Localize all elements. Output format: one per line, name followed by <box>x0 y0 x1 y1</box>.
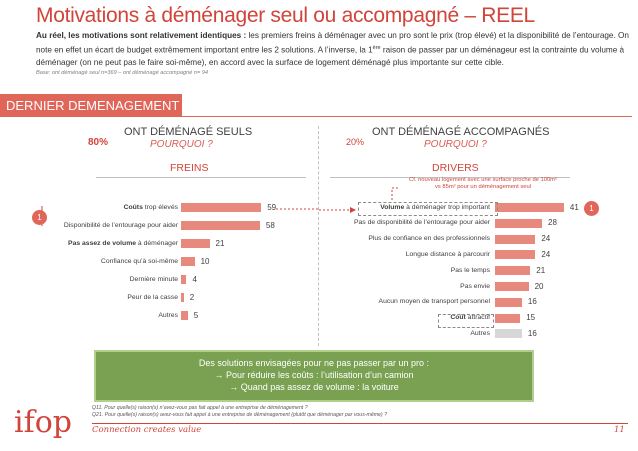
solutions-line-2-text: Pour réduire les coûts : l’utilisation d… <box>225 370 414 380</box>
tagline: Connection creates value <box>92 425 202 435</box>
footnote-q21: Q21. Pour quelle(s) raison(s) avez-vous … <box>92 412 387 418</box>
drivers-bar <box>495 282 529 291</box>
freins-bar <box>181 293 184 302</box>
solutions-line-3-text: Quand pas assez de volume : la voiture <box>240 382 399 392</box>
logo-text: ifop <box>14 405 72 440</box>
drivers-value-label: 28 <box>548 218 557 228</box>
drivers-category-label: Pas de disponibilité de l’entourage pour… <box>353 219 490 227</box>
drivers-category-label: Plus de confiance en des professionnels <box>368 235 490 243</box>
drivers-value-label: 16 <box>527 328 537 338</box>
freins-category-label: Coûts trop élevés <box>123 203 178 211</box>
drivers-value-label: 20 <box>534 281 544 291</box>
freins-value-label: 5 <box>193 310 199 320</box>
drivers-value-label: 24 <box>541 249 551 259</box>
drivers-bar <box>495 250 536 260</box>
drivers-value-label: 15 <box>526 313 536 323</box>
arrow-icon: → <box>229 382 239 392</box>
base-note: Base: ont déménagé seul n=369 – ont démé… <box>36 70 208 76</box>
note-arrow <box>391 187 398 202</box>
freins-bar <box>181 275 187 284</box>
rank-badge-right: 1 <box>584 201 599 216</box>
freins-value-label: 2 <box>189 292 195 302</box>
right-column-rule <box>330 177 570 178</box>
freins-category-label: Pas assez de volume à déménager <box>68 239 178 247</box>
ifop-logo: ifop <box>14 405 72 440</box>
connector-arrow <box>276 207 356 213</box>
drivers-bar <box>495 329 522 339</box>
drivers-bar <box>495 234 536 244</box>
drivers-value-label: 24 <box>541 234 551 244</box>
freins-value-label: 59 <box>267 202 277 212</box>
drivers-category-label: Pas le temps <box>450 266 490 274</box>
intro-paragraph: Au réel, les motivations sont relativeme… <box>36 30 632 69</box>
solutions-line-2: → Pour réduire les coûts : l’utilisation… <box>96 369 532 381</box>
drivers-category-label: Autres <box>470 329 490 337</box>
freins-value-label: 58 <box>265 220 275 230</box>
solutions-line-3: → Quand pas assez de volume : la voiture <box>96 381 532 393</box>
banner-rule <box>0 116 632 117</box>
left-pct: 80% <box>88 137 109 148</box>
freins-category-label: Confiance qu’à soi-même <box>100 257 178 265</box>
drivers-bar <box>495 313 521 323</box>
drivers-bar <box>495 218 543 228</box>
highlight-box-volume <box>358 202 498 216</box>
left-column-rule <box>96 177 306 178</box>
surface-note: Cf. nouveau logement avec une surface pr… <box>398 177 568 191</box>
right-column-header: DRIVERS <box>432 162 479 174</box>
drivers-value-label: 16 <box>527 297 537 307</box>
right-panel-title: ONT DÉMÉNAGÉ ACCOMPAGNÉS <box>372 126 550 138</box>
left-panel-title: ONT DÉMÉNAGÉ SEULS <box>124 126 253 138</box>
left-column-header: FREINS <box>170 162 209 174</box>
freins-value-label: 21 <box>215 238 225 248</box>
drivers-category-label: Aucun moyen de transport personnel <box>378 298 490 306</box>
right-pct: 20% <box>346 137 365 147</box>
surface-note-line-2: vs 85m² pour un déménagement seul <box>434 184 532 190</box>
footnotes: Q11. Pour quelle(s) raison(s) n’avez-vou… <box>92 405 387 419</box>
freins-bar <box>181 221 260 230</box>
drivers-bar <box>495 266 531 276</box>
page-title: Motivations à déménager seul ou accompag… <box>36 4 535 27</box>
drivers-category-label: Coût attractif <box>450 314 490 322</box>
left-panel-subtitle: POURQUOI ? <box>150 139 213 150</box>
drivers-category-label: Longue distance à parcourir <box>405 250 490 258</box>
drivers-category-label: Pas envie <box>460 282 490 290</box>
freins-value-label: 4 <box>192 274 197 284</box>
freins-category-label: Autres <box>158 311 178 319</box>
freins-category-label: Dernière minute <box>129 275 178 283</box>
section-banner: DERNIER DEMENAGEMENT <box>0 94 182 117</box>
drivers-bar <box>495 297 522 307</box>
intro-text-2: raison de passer par un déménageur est l… <box>36 45 625 67</box>
drivers-value-label: 21 <box>536 265 546 275</box>
freins-bar <box>181 257 195 266</box>
highlight-box-cout <box>438 314 494 328</box>
page-number: 11 <box>614 425 625 435</box>
rank-badge-left: 1 <box>32 210 47 225</box>
drivers-category-label: Volume à déménager trop important <box>380 203 490 211</box>
footnote-q11: Q11. Pour quelle(s) raison(s) n’avez-vou… <box>92 405 308 411</box>
intro-superscript: ère <box>372 45 381 51</box>
panel-divider <box>318 126 319 346</box>
freins-bar <box>181 239 210 248</box>
right-panel-subtitle: POURQUOI ? <box>424 139 487 150</box>
footer-rule <box>92 423 628 424</box>
intro-text-1: les premiers freins à déménager avec un … <box>36 31 629 55</box>
arrow-icon: → <box>214 370 224 380</box>
freins-category-label: Peur de la casse <box>127 293 178 301</box>
drivers-value-label: 41 <box>569 202 579 212</box>
solutions-line-1: Des solutions envisagées pour ne pas pas… <box>198 358 430 368</box>
freins-value-label: 10 <box>200 256 210 266</box>
freins-bar <box>181 203 262 212</box>
freins-bar <box>181 311 188 320</box>
surface-note-line-1: Cf. nouveau logement avec une surface pr… <box>409 177 557 183</box>
drivers-bar <box>495 203 564 212</box>
intro-bold: Au réel, les motivations sont relativeme… <box>36 31 247 40</box>
freins-category-label: Disponibilité de l’entourage pour aider <box>63 221 178 229</box>
solutions-box: Des solutions envisagées pour ne pas pas… <box>94 350 534 402</box>
